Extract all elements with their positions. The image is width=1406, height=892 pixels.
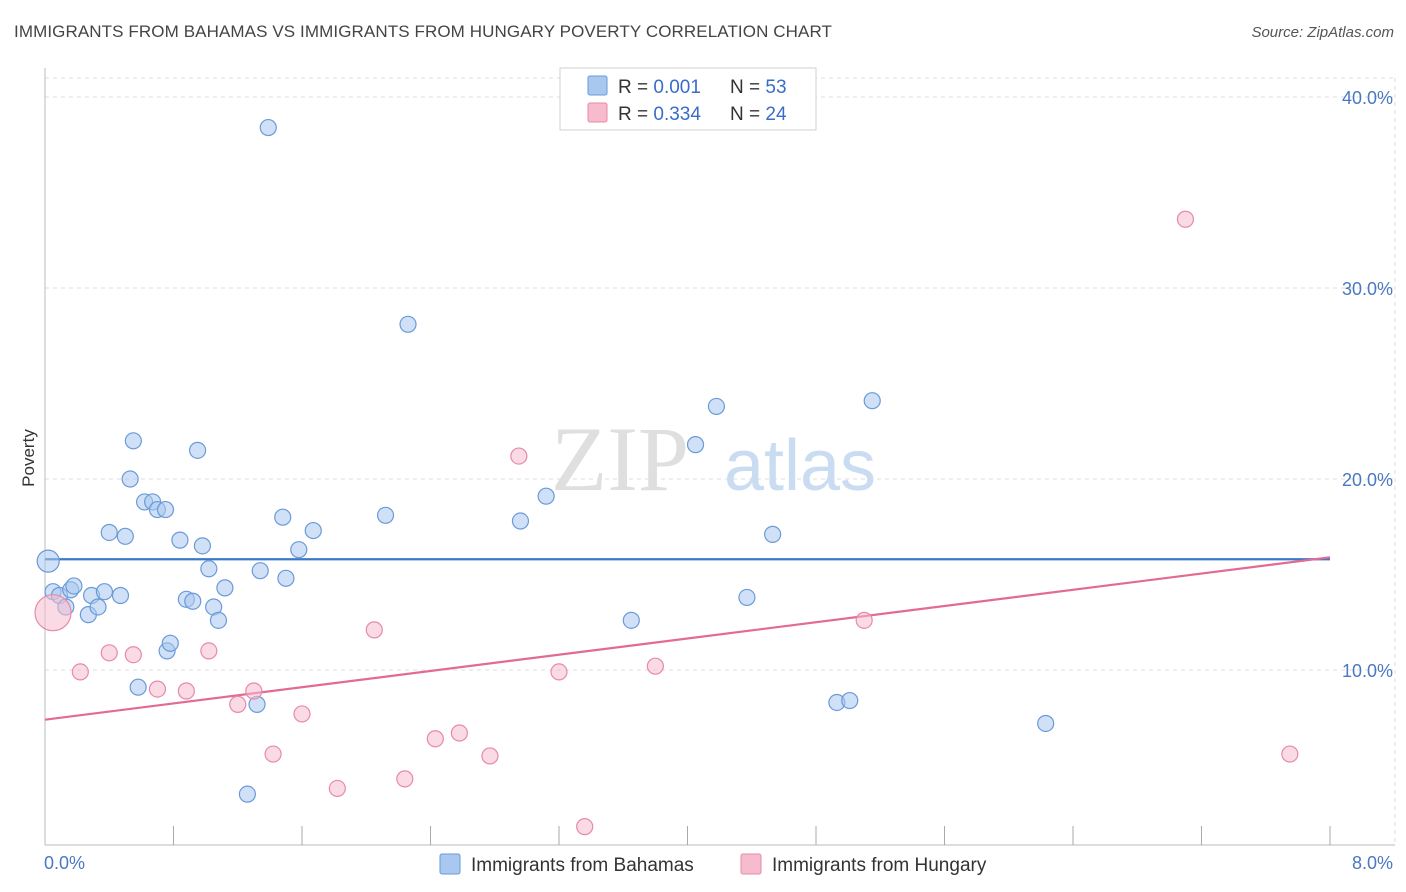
watermark-zip: ZIP <box>551 408 689 510</box>
data-point-hungary <box>71 663 89 681</box>
stats-legend-row-bahamas: R = 0.001 N = 53 <box>618 77 787 98</box>
r-label: R = <box>618 104 653 125</box>
data-point-bahamas <box>277 569 295 587</box>
stats-legend: R = 0.001 N = 53 R = 0.334 N = 24 <box>559 67 817 131</box>
chart-title: IMMIGRANTS FROM BAHAMAS VS IMMIGRANTS FR… <box>14 22 833 41</box>
y-axis-label: Poverty <box>19 429 38 487</box>
data-point-bahamas <box>156 500 175 519</box>
watermark: ZIP atlas <box>551 408 876 510</box>
y-tick-label: 40.0% <box>1342 88 1393 108</box>
data-point-bahamas <box>686 436 705 454</box>
x-tick-label: 8.0% <box>1352 853 1393 873</box>
axis-layer: 10.0% 20.0% 30.0% 40.0% 0.0% 8.0% <box>44 68 1395 873</box>
data-point-hungary <box>34 594 72 632</box>
data-point-hungary <box>100 644 118 662</box>
data-point-bahamas <box>1037 714 1055 733</box>
stats-legend-swatch-bahamas <box>587 75 608 96</box>
data-point-bahamas <box>124 432 142 450</box>
data-point-bahamas <box>259 118 277 137</box>
data-point-bahamas <box>707 397 726 416</box>
y-tick-label: 20.0% <box>1342 470 1393 490</box>
data-point-bahamas <box>193 537 212 555</box>
y-tick-label: 10.0% <box>1342 661 1393 681</box>
data-point-hungary <box>124 646 142 664</box>
data-point-bahamas <box>184 592 202 610</box>
legend-swatch-hungary <box>740 853 762 875</box>
r-value-bahamas: 0.001 <box>653 77 701 98</box>
data-point-hungary <box>550 663 568 681</box>
n-value-bahamas: 53 <box>765 77 786 98</box>
data-point-bahamas <box>200 560 218 578</box>
data-point-hungary <box>1281 745 1299 763</box>
trend-layer <box>44 556 1331 721</box>
data-point-bahamas <box>304 521 322 540</box>
y-tick-label: 30.0% <box>1342 279 1393 299</box>
data-point-hungary <box>264 745 282 763</box>
data-point-bahamas <box>171 531 189 549</box>
data-point-bahamas <box>863 392 881 410</box>
data-point-bahamas <box>376 506 395 524</box>
data-point-bahamas <box>36 549 60 573</box>
trend-line-hungary <box>44 556 1331 721</box>
data-point-hungary <box>200 642 218 660</box>
x-tick-label: 0.0% <box>44 853 85 873</box>
data-point-bahamas <box>216 579 234 597</box>
data-point-hungary <box>365 621 383 639</box>
data-point-hungary <box>328 779 346 798</box>
series-legend: Immigrants from Bahamas Immigrants from … <box>439 853 987 876</box>
data-point-bahamas <box>89 598 107 616</box>
legend-label-bahamas: Immigrants from Bahamas <box>471 855 694 876</box>
data-point-hungary <box>426 730 444 748</box>
n-value-hungary: 24 <box>765 104 787 125</box>
data-point-bahamas <box>95 583 114 601</box>
data-point-hungary <box>481 747 499 765</box>
n-label: N = <box>730 77 765 98</box>
data-point-bahamas <box>399 315 417 333</box>
data-point-bahamas <box>274 508 292 526</box>
data-point-bahamas <box>121 470 139 488</box>
stats-legend-swatch-hungary <box>587 102 608 123</box>
data-point-bahamas <box>511 512 530 530</box>
data-point-bahamas <box>238 785 256 803</box>
data-point-bahamas <box>622 611 640 629</box>
data-point-hungary <box>177 682 195 700</box>
r-label: R = <box>618 77 653 98</box>
data-point-bahamas <box>251 562 269 580</box>
data-point-bahamas <box>841 691 859 710</box>
data-point-bahamas <box>100 523 118 542</box>
data-point-hungary <box>293 705 311 723</box>
source-label: Source: ZipAtlas.com <box>1251 24 1394 41</box>
points-layer <box>34 118 1299 836</box>
data-point-hungary <box>450 724 469 742</box>
legend-label-hungary: Immigrants from Hungary <box>772 855 987 876</box>
stats-legend-row-hungary: R = 0.334 N = 24 <box>618 104 787 125</box>
data-point-bahamas <box>188 441 207 459</box>
data-point-hungary <box>148 680 167 698</box>
data-point-bahamas <box>290 541 308 559</box>
data-point-bahamas <box>65 577 83 595</box>
data-point-hungary <box>855 611 873 629</box>
data-point-hungary <box>245 682 263 700</box>
data-point-hungary <box>510 447 528 465</box>
data-point-bahamas <box>764 525 782 543</box>
data-point-bahamas <box>738 588 756 607</box>
data-point-bahamas <box>129 678 147 696</box>
legend-swatch-bahamas <box>439 853 461 875</box>
data-point-bahamas <box>161 634 179 652</box>
data-point-hungary <box>396 770 414 788</box>
n-label: N = <box>730 104 765 125</box>
data-point-hungary <box>646 657 664 675</box>
data-point-bahamas <box>111 586 130 605</box>
data-point-bahamas <box>537 487 555 505</box>
data-point-bahamas <box>209 611 228 629</box>
data-point-bahamas <box>116 527 134 545</box>
data-point-hungary <box>576 818 594 836</box>
r-value-hungary: 0.334 <box>653 104 701 125</box>
grid-layer <box>45 77 1396 845</box>
data-point-hungary <box>1176 210 1195 228</box>
watermark-atlas: atlas <box>724 426 876 506</box>
data-point-hungary <box>229 695 247 713</box>
